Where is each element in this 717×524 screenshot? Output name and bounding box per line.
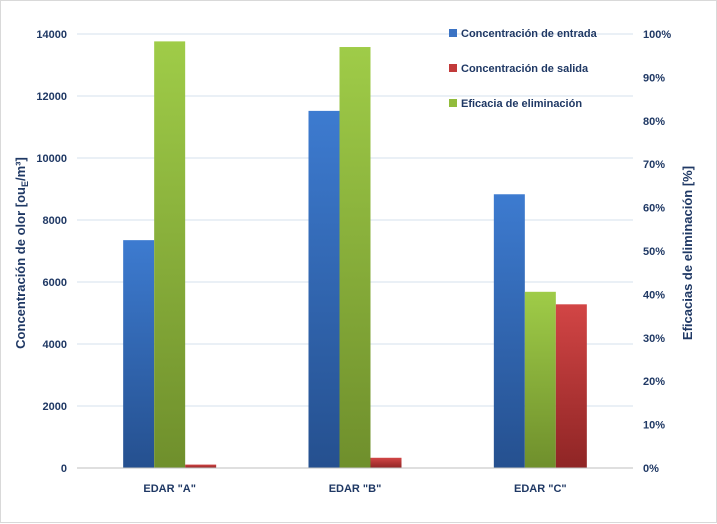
x-axis-tick-label: EDAR "C" xyxy=(514,483,567,495)
bar-eficacia-de-eliminación-0 xyxy=(154,41,186,469)
bar-concentración-de-entrada-1 xyxy=(308,110,340,468)
bar-eficacia-de-eliminación-1 xyxy=(339,47,371,469)
bar-concentración-de-entrada-2 xyxy=(493,194,525,468)
right-axis-tick-label: 100% xyxy=(643,29,671,41)
right-axis-tick-label: 80% xyxy=(643,116,665,128)
right-axis-title: Eficacias de eliminación [%] xyxy=(680,166,695,340)
x-axis-tick-label: EDAR "A" xyxy=(143,483,196,495)
x-axis-tick-label: EDAR "B" xyxy=(329,483,382,495)
bars xyxy=(123,41,587,469)
right-axis-tick-label: 10% xyxy=(643,420,665,432)
left-axis-tick-label: 14000 xyxy=(36,29,67,41)
legend-swatch xyxy=(449,64,457,72)
bar-concentración-de-entrada-0 xyxy=(123,240,155,468)
bar-concentración-de-salida-2 xyxy=(555,304,587,468)
left-axis-tick-label: 6000 xyxy=(43,277,67,289)
bar-eficacia-de-eliminación-2 xyxy=(524,291,556,468)
legend-swatch xyxy=(449,29,457,37)
bar-concentración-de-salida-1 xyxy=(370,457,402,468)
right-axis-tick-label: 30% xyxy=(643,333,665,345)
left-axis-tick-label: 2000 xyxy=(43,401,67,413)
bar-concentración-de-salida-0 xyxy=(185,464,217,468)
axes: 0 2000 4000 6000 8000 10000 12000 14000 0% 10% 20%… xyxy=(36,29,671,495)
right-axis-tick-label: 0% xyxy=(643,463,659,475)
left-axis-tick-label: 12000 xyxy=(36,91,67,103)
right-axis-tick-label: 60% xyxy=(643,203,665,215)
left-axis-title: Concentración de olor [ouE/m³] xyxy=(13,157,30,349)
legend-label: Concentración de salida xyxy=(461,63,589,75)
right-axis-tick-label: 90% xyxy=(643,72,665,84)
left-axis-tick-label: 0 xyxy=(61,463,67,475)
right-axis-tick-label: 50% xyxy=(643,246,665,258)
legend-label: Eficacia de eliminación xyxy=(461,98,582,110)
left-axis-tick-label: 10000 xyxy=(36,153,67,165)
legend-label: Concentración de entrada xyxy=(461,28,598,40)
legend-swatch xyxy=(449,99,457,107)
right-axis-tick-label: 20% xyxy=(643,376,665,388)
right-axis-tick-label: 40% xyxy=(643,289,665,301)
legend: Concentración de entrada Concentración de… xyxy=(449,28,598,110)
right-axis-tick-label: 70% xyxy=(643,159,665,171)
left-axis-tick-label: 8000 xyxy=(43,215,67,227)
left-axis-tick-label: 4000 xyxy=(43,339,67,351)
